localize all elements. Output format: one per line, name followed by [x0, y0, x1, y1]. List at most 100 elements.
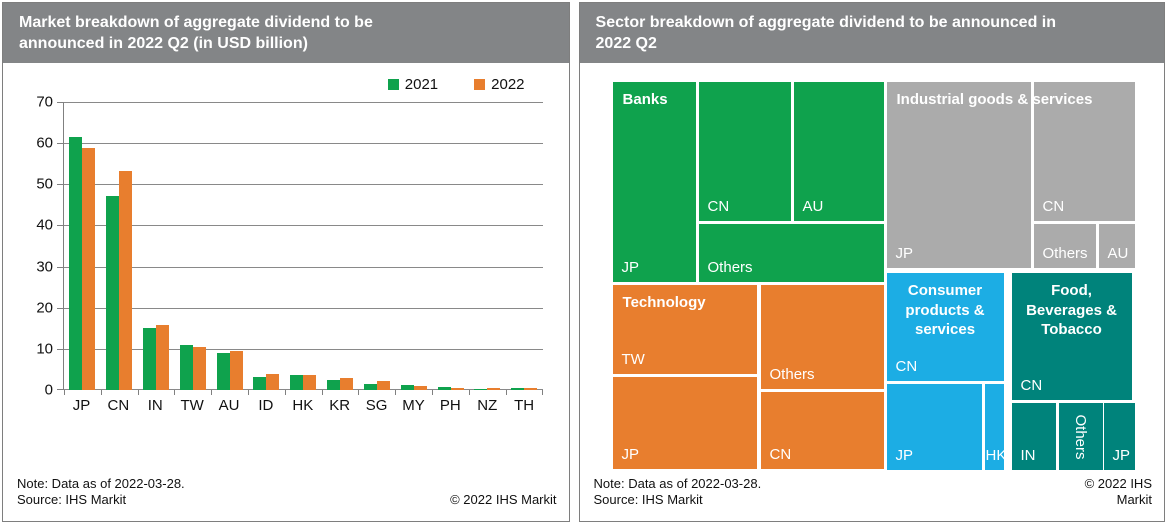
source-line: Source: IHS Markit: [593, 491, 703, 507]
bar-hk-2021: [290, 374, 304, 390]
treemap-tile-label: CN: [1020, 377, 1043, 394]
y-axis: 70 60 50 40 30 20 10 0: [17, 94, 63, 399]
chart-legend: 2021 2022: [3, 76, 525, 93]
bar-nz-2022: [487, 388, 501, 390]
bar-id-2022: [266, 373, 280, 390]
copyright: © 2022 IHS Markit: [1084, 475, 1152, 507]
gridline: [57, 102, 543, 103]
x-label-nz: NZ: [477, 397, 498, 414]
treemap-tile-label: CN: [1042, 198, 1065, 215]
bar-in-2021: [143, 328, 157, 390]
treemap-tile-label: AU: [1107, 245, 1129, 262]
gridline: [57, 225, 543, 227]
bar-group-my: [395, 102, 432, 390]
y-tick-label: 40: [36, 216, 53, 234]
y-tick-label: 30: [36, 258, 53, 276]
bar-chart: 70 60 50 40 30 20 10 0: [17, 94, 543, 399]
treemap-tile-label: Others: [1042, 245, 1088, 262]
treemap-tile-food-beverages-tobacco-others: Others: [1058, 403, 1103, 470]
sector-treemap: JP CN AU Others Banks JP CN Others AU Industrial …: [612, 82, 1135, 470]
bar-group-cn: [101, 102, 138, 390]
gridline: [57, 143, 543, 145]
x-axis-tick: [432, 390, 434, 395]
x-axis-tick: [284, 390, 286, 395]
plot-area: [57, 102, 543, 395]
treemap-tile-industrial-goods-services-au: AU: [1098, 224, 1135, 268]
x-label-id: ID: [258, 397, 274, 414]
x-axis-tick: [137, 390, 139, 395]
bar-th-2022: [524, 388, 538, 390]
treemap-tile-label: IN: [1020, 447, 1036, 464]
treemap-tile-label: JP: [895, 447, 914, 464]
treemap-tile-consumer-products-services-jp: JP: [886, 384, 982, 470]
treemap-tile-technology-tw: TW: [612, 285, 757, 374]
note-line: Note: Data as of 2022-03-28.: [593, 475, 762, 491]
treemap-tile-food-beverages-tobacco-cn: CN: [1011, 273, 1132, 400]
bar-cn-2022: [119, 171, 133, 390]
bar-my-2022: [413, 386, 427, 390]
x-axis-tick: [541, 390, 543, 395]
x-axis-tick: [505, 390, 507, 395]
treemap-tile-label: JP: [621, 259, 640, 276]
treemap-tile-label: CN: [769, 446, 792, 463]
market-panel-footer: Note: Data as of 2022-03-28. Source: IHS…: [17, 476, 557, 509]
bar-sg-2022: [376, 380, 390, 390]
treemap-sector-label-technology: Technology: [622, 294, 706, 311]
bar-group-th: [506, 102, 543, 390]
bar-ph-2022: [450, 388, 464, 390]
bar-group-id: [248, 102, 285, 390]
treemap-tile-label: Others: [707, 259, 753, 276]
footnotes: Note: Data as of 2022-03-28. Source: IHS…: [594, 476, 762, 509]
bar-group-hk: [285, 102, 322, 390]
copyright: © 2022 IHS Markit: [450, 491, 557, 507]
x-axis-tick: [248, 390, 250, 395]
source-line: Source: IHS Markit: [17, 491, 127, 507]
bar-jp-2022: [82, 148, 96, 390]
treemap-tile-food-beverages-tobacco-in: IN: [1011, 403, 1056, 470]
y-tick-label: 20: [36, 299, 53, 317]
bar-kr-2022: [340, 378, 354, 390]
x-axis-tick: [358, 390, 360, 395]
treemap-tile-banks-others: Others: [698, 224, 884, 282]
gridline: [57, 348, 543, 350]
bar-group-jp: [64, 102, 101, 390]
bar-au-2021: [216, 353, 230, 390]
treemap-tile-technology-others: Others: [760, 285, 884, 389]
bar-group-sg: [359, 102, 396, 390]
bar-in-2022: [156, 324, 170, 390]
bar-hk-2022: [303, 374, 317, 390]
bar-group-nz: [469, 102, 506, 390]
x-axis-tick: [211, 390, 213, 395]
bar-tw-2022: [192, 346, 206, 390]
bar-group-tw: [174, 102, 211, 390]
y-tick-label: 50: [36, 175, 53, 193]
treemap-tile-consumer-products-services-hk: HK: [984, 384, 1006, 470]
x-axis-tick: [100, 390, 102, 395]
treemap-tile-banks-au: AU: [793, 82, 884, 221]
footnotes: Note: Data as of 2022-03-28. Source: IHS…: [17, 476, 185, 509]
sector-breakdown-panel: Sector breakdown of aggregate dividend t…: [578, 2, 1165, 522]
gridline: [57, 184, 543, 186]
x-label-in: IN: [147, 397, 163, 414]
x-axis-tick: [321, 390, 323, 395]
x-label-au: AU: [218, 397, 240, 414]
treemap-tile-label: Others: [769, 366, 815, 383]
x-axis-tick: [395, 390, 397, 395]
x-axis-tick: [468, 390, 470, 395]
bar-cn-2021: [106, 195, 120, 390]
x-axis-tick: [174, 390, 176, 395]
note-line: Note: Data as of 2022-03-28.: [17, 475, 185, 491]
treemap-sector-label-food-beverages-tobacco: Food, Beverages & Tobacco: [1026, 282, 1117, 338]
bar-group-au: [211, 102, 248, 390]
legend-item-2021: 2021: [387, 76, 438, 93]
treemap-tile-food-beverages-tobacco-jp: JP: [1103, 403, 1135, 470]
x-label-jp: JP: [72, 397, 91, 414]
treemap-tile-consumer-products-services-cn: CN: [886, 273, 1004, 381]
treemap-tile-label: Others: [1072, 413, 1090, 460]
treemap-tile-label: JP: [1112, 447, 1131, 464]
treemap-sector-label-industrial-goods-services: Industrial goods & services: [896, 91, 1093, 108]
legend-label-2022: 2022: [491, 76, 525, 93]
sector-panel-title-bar: Sector breakdown of aggregate dividend t…: [579, 3, 1164, 63]
gridline: [57, 266, 543, 268]
treemap-sector-label-consumer-products-services: Consumer products & services: [905, 282, 985, 338]
